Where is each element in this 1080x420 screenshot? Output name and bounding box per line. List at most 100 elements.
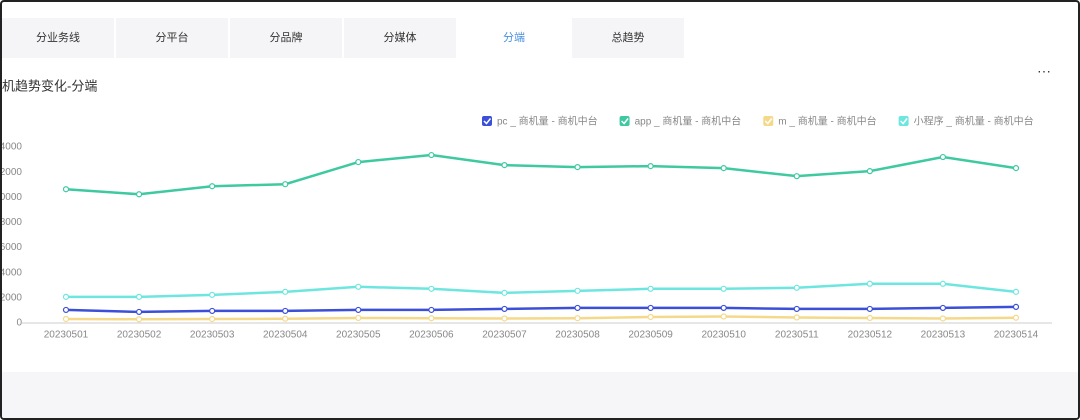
- x-tick-label: 20230508: [555, 330, 600, 341]
- chart: 机趋势变化-分端 ··· 0 2000 4000 6000 8000 10000 12000…: [2, 63, 1052, 341]
- legend-item[interactable]: app _ 商机量 - 商机中台: [619, 115, 742, 128]
- x-tick-label: 20230507: [482, 330, 527, 341]
- x-tick-label: 20230509: [628, 330, 673, 341]
- series-line: [65, 153, 1017, 196]
- y-tick-label: 0: [16, 318, 22, 329]
- data-point: [866, 314, 873, 322]
- data-point: [282, 181, 289, 188]
- data-point: [793, 305, 800, 313]
- legend-item[interactable]: 小程序 _ 商机量 - 商机中台: [898, 115, 1034, 128]
- x-tick-label: 20230502: [117, 330, 162, 341]
- y-tick-label: 12000: [2, 167, 22, 178]
- tab[interactable]: 分端: [458, 18, 570, 58]
- data-point: [793, 173, 800, 180]
- x-tick-label: 20230503: [190, 330, 235, 341]
- data-point: [501, 315, 508, 322]
- y-tick-label: 10000: [2, 192, 22, 203]
- data-point: [62, 186, 70, 193]
- data-point: [355, 158, 362, 166]
- data-point: [209, 183, 216, 190]
- data-point: [135, 316, 143, 323]
- data-point: [282, 288, 289, 295]
- x-tick-label: 20230504: [263, 330, 308, 341]
- x-tick-label: 20230505: [336, 330, 381, 341]
- legend-checkbox: [619, 116, 630, 126]
- data-point: [574, 164, 581, 171]
- tab[interactable]: 分业务线: [2, 18, 114, 58]
- data-point: [793, 284, 800, 291]
- y-tick-label: 6000: [2, 242, 22, 253]
- tab[interactable]: 分媒体: [344, 18, 456, 58]
- legend-label: m _ 商机量 - 商机中台: [778, 115, 876, 128]
- data-point: [1012, 314, 1020, 321]
- x-tick-label: 20230501: [44, 330, 89, 341]
- y-tick-label: 8000: [2, 217, 22, 228]
- series-line: [66, 282, 1017, 299]
- x-tick-label: 20230510: [701, 330, 746, 341]
- series-line: [65, 305, 1017, 314]
- tab[interactable]: 分品牌: [230, 18, 342, 58]
- data-point: [62, 293, 70, 300]
- data-point: [720, 304, 727, 312]
- legend-label: pc _ 商机量 - 商机中台: [497, 115, 598, 128]
- data-point: [62, 306, 70, 314]
- data-point: [866, 280, 873, 287]
- x-tick-label: 20230512: [848, 330, 893, 341]
- data-point: [866, 168, 873, 175]
- data-point: [1012, 303, 1020, 311]
- y-tick-label: 2000: [2, 292, 22, 303]
- data-point: [355, 306, 362, 314]
- data-point: [1012, 288, 1020, 295]
- data-point: [647, 285, 654, 292]
- y-tick-label: 4000: [2, 267, 22, 278]
- data-point: [939, 280, 947, 287]
- data-point: [574, 287, 581, 294]
- data-point: [647, 313, 654, 321]
- series-line: [65, 315, 1017, 321]
- data-point: [209, 307, 216, 315]
- legend-label: 小程序 _ 商机量 - 商机中台: [914, 115, 1034, 128]
- data-point: [62, 315, 70, 323]
- x-tick-label: 20230511: [775, 330, 819, 341]
- legend-checkbox: [763, 116, 774, 126]
- data-point: [939, 315, 947, 322]
- data-point: [574, 315, 581, 322]
- data-point: [355, 314, 362, 322]
- legend-check: [621, 118, 629, 125]
- tab[interactable]: 总趋势: [572, 18, 684, 58]
- menu-button[interactable]: ···: [1037, 63, 1051, 79]
- data-point: [501, 289, 508, 296]
- chart-title: 机趋势变化-分端: [2, 78, 97, 93]
- x-tick-label: 20230506: [409, 330, 454, 341]
- data-point: [793, 314, 800, 321]
- data-point: [647, 304, 654, 312]
- legend-check: [483, 118, 492, 125]
- data-point: [939, 304, 947, 312]
- data-point: [939, 153, 947, 161]
- data-point: [209, 315, 216, 323]
- data-point: [428, 285, 435, 292]
- legend-item[interactable]: pc _ 商机量 - 商机中台: [482, 115, 598, 128]
- legend-check: [900, 118, 908, 125]
- legend-checkbox: [482, 116, 492, 126]
- legend-label: app _ 商机量 - 商机中台: [635, 115, 742, 128]
- data-point: [428, 306, 435, 314]
- data-point: [135, 308, 143, 316]
- data-point: [428, 315, 435, 322]
- tab[interactable]: 分平台: [116, 18, 228, 58]
- legend-item[interactable]: m _ 商机量 - 商机中台: [763, 115, 877, 128]
- x-tick-label: 20230514: [994, 330, 1039, 341]
- data-point: [647, 163, 654, 170]
- data-point: [720, 313, 727, 320]
- x-tick-label: 20230513: [921, 330, 966, 341]
- data-point: [282, 307, 289, 315]
- legend-checkbox: [898, 116, 909, 126]
- data-point: [355, 283, 362, 290]
- data-point: [720, 285, 727, 292]
- y-tick-label: 14000: [2, 142, 22, 153]
- data-point: [720, 165, 727, 172]
- legend-check: [764, 118, 773, 125]
- data-point: [1012, 165, 1020, 172]
- data-point: [135, 191, 143, 198]
